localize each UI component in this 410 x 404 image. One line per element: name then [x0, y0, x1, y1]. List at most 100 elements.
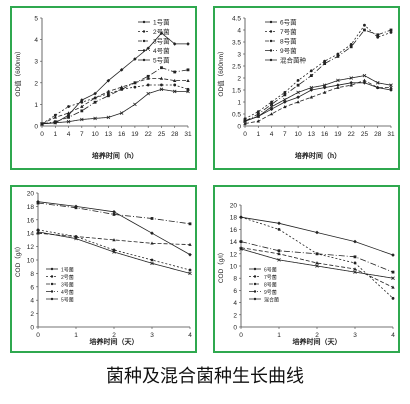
data-point	[270, 103, 273, 106]
y-tick-label: 10	[27, 258, 35, 265]
data-point	[159, 31, 164, 35]
data-point	[160, 66, 163, 70]
x-tick-label: 31	[387, 131, 395, 138]
legend-label: 1号菌	[153, 17, 170, 26]
data-point	[362, 81, 367, 85]
data-point	[336, 55, 340, 58]
series-line	[37, 229, 191, 271]
data-point	[283, 100, 287, 104]
data-point	[112, 248, 116, 252]
legend-label: 6号菌	[280, 17, 297, 26]
data-point	[146, 91, 150, 96]
legend-label: 混合菌种	[280, 55, 307, 64]
data-point	[270, 100, 273, 104]
data-point	[349, 76, 353, 80]
y-tick-label: 2.5	[232, 64, 241, 71]
data-point	[146, 83, 150, 87]
data-point	[336, 85, 340, 89]
data-point	[391, 276, 395, 280]
x-tick-label: 19	[334, 131, 342, 138]
data-point	[336, 83, 340, 87]
y-tick-label: 0	[233, 325, 237, 332]
data-point	[296, 95, 300, 99]
y-tick-label: 6	[233, 288, 237, 295]
data-point	[283, 91, 287, 94]
data-point	[349, 83, 353, 87]
data-point	[375, 81, 380, 85]
data-point	[80, 109, 84, 113]
data-point	[363, 23, 366, 27]
data-point	[112, 250, 116, 254]
y-tick-label: 5	[34, 16, 38, 23]
data-point	[322, 83, 327, 87]
legend-label: 8号菌	[264, 281, 277, 288]
data-point	[389, 83, 393, 87]
x-tick-label: 1	[256, 131, 260, 138]
legend-marker	[253, 290, 257, 293]
data-point	[353, 267, 357, 271]
x-tick-label: 3	[353, 332, 357, 339]
data-point	[133, 81, 137, 85]
data-point	[315, 252, 319, 256]
legend-label: 6号菌	[264, 266, 277, 273]
data-point	[353, 261, 357, 265]
data-point	[391, 270, 395, 274]
data-point	[336, 52, 340, 56]
x-axis-label: 培养时间（h）	[295, 151, 341, 160]
legend-label: 4号菌	[153, 46, 170, 55]
data-point	[363, 28, 366, 32]
data-point	[150, 258, 154, 262]
x-tick-label: 7	[283, 131, 287, 138]
series-line	[41, 67, 189, 125]
x-tick-label: 1	[74, 332, 78, 339]
series-line	[244, 24, 392, 120]
y-tick-label: 1	[34, 102, 38, 109]
legend-label: 7号菌	[280, 27, 297, 36]
chart-panel-cod-1: 0 2 4 6 8 10 12 14 16 18 20 0 1 2 3 4 培养时间（天） COD（g/l） 1号菌…	[10, 185, 197, 353]
data-point	[93, 91, 97, 96]
series-line	[41, 78, 188, 125]
x-tick-label: 16	[118, 131, 126, 138]
legend-label: 4号菌	[61, 289, 74, 296]
data-point	[53, 120, 57, 124]
y-tick-label: 2	[233, 312, 237, 319]
y-tick-label: 16	[230, 227, 238, 234]
data-point	[296, 100, 300, 104]
chart-panel-cod-2: 0 2 4 6 8 10 12 14 16 18 20 0 1 2 3 4 培养时间（天） COD（g/l） 6号菌…	[213, 185, 400, 353]
data-point	[93, 116, 97, 121]
data-point	[159, 87, 164, 92]
y-axis-label: COD（g/l）	[217, 249, 225, 283]
y-axis-label: COD（g/l）	[14, 243, 22, 277]
y-tick-label: 0.5	[232, 112, 241, 119]
chart-panel-od-1: 0 1 2 3 4 5 0 1 4 7 10 13 16 19 22 25 28 31 培养时间（h） OD值（600…	[10, 6, 197, 170]
y-tick-label: 10	[230, 264, 238, 271]
y-tick-label: 18	[230, 215, 238, 222]
legend-label: 7号菌	[264, 274, 277, 281]
data-point	[391, 296, 395, 300]
series-line	[41, 88, 188, 125]
data-point	[106, 94, 110, 98]
x-tick-label: 25	[158, 131, 166, 138]
data-point	[239, 215, 243, 219]
chart-panel-od-2: 0 0.5 1 1.5 2 2.5 3 3.5 4 4.5 0 1 4 7 10 13 16 19 22 25 28 31…	[213, 6, 400, 170]
data-point	[53, 113, 57, 117]
data-point	[362, 78, 367, 82]
data-point	[67, 115, 70, 119]
y-tick-label: 1.5	[232, 88, 241, 95]
data-point	[391, 253, 395, 257]
legend-label: 1号菌	[61, 266, 74, 273]
legend-label: 3号菌	[153, 36, 170, 45]
y-tick-label: 8	[233, 276, 237, 283]
data-point	[188, 252, 192, 257]
data-point	[133, 102, 137, 107]
chart-od-strains-6-9-mixed: 0 0.5 1 1.5 2 2.5 3 3.5 4 4.5 0 1 4 7 10 13 16 19 22 25 28 31…	[216, 16, 395, 161]
y-tick-label: 14	[230, 239, 238, 246]
data-point	[296, 79, 300, 82]
data-point	[188, 222, 192, 226]
data-point	[66, 111, 71, 115]
legend-marker	[269, 30, 273, 33]
legend-marker	[269, 58, 273, 62]
data-point	[172, 42, 177, 46]
data-point	[150, 231, 154, 235]
x-axis-label: 培养时间（h）	[92, 151, 138, 160]
